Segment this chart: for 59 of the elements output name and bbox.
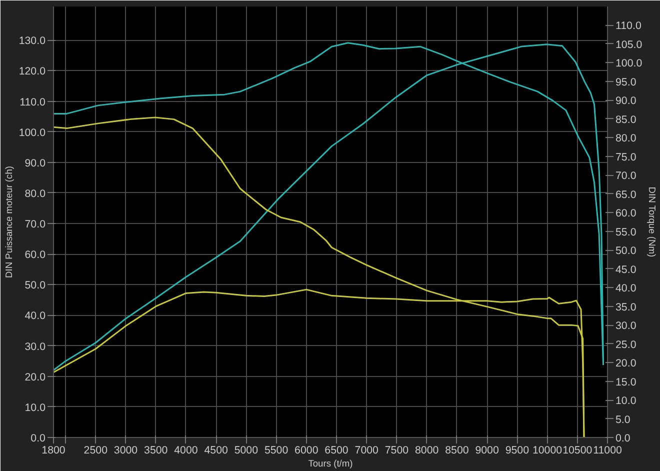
- y-tick-label: 30.0: [24, 340, 46, 353]
- y-axis-title: DIN Puissance moteur (ch): [4, 166, 14, 278]
- x-tick-label: 10500: [562, 444, 592, 456]
- x-tick-label: 9000: [475, 444, 499, 456]
- y2-tick-label: 100.0: [616, 58, 642, 70]
- y-tick-label: 10.0: [24, 402, 46, 414]
- x-tick-label: 11000: [593, 444, 622, 456]
- x-tick-label: 2500: [84, 444, 108, 456]
- x-tick-label: 1800: [42, 444, 66, 456]
- y-tick-label: 110.0: [20, 96, 46, 108]
- y2-tick-label: 20.0: [616, 358, 636, 370]
- x-tick-label: 7000: [354, 444, 379, 456]
- y2-tick-label: 30.0: [616, 320, 636, 332]
- y2-tick-label: 45.0: [616, 264, 636, 276]
- x-tick-label: 3000: [114, 444, 138, 456]
- y-tick-label: 100.0: [18, 126, 46, 139]
- y2-tick-label: 0.0: [616, 432, 630, 444]
- y2-tick-label: 80.0: [616, 132, 636, 145]
- y-tick-label: 120.0: [18, 66, 46, 78]
- y2-tick-label: 70.0: [616, 170, 636, 182]
- y2-tick-label: 110.0: [616, 20, 642, 32]
- x-tick-label: 9500: [505, 444, 530, 456]
- y2-tick-label: 90.0: [616, 95, 636, 108]
- x-tick-label: 4500: [204, 444, 228, 456]
- x-tick-label: 5000: [234, 444, 258, 456]
- y2-tick-label: 5.0: [616, 414, 630, 426]
- y2-tick-label: 75.0: [616, 151, 636, 164]
- y2-tick-label: 65.0: [616, 188, 636, 201]
- x-tick-label: 3500: [144, 444, 168, 456]
- x-tick-label: 7500: [384, 444, 409, 456]
- y2-axis-title: DIN Torque (Nm): [647, 186, 658, 258]
- y-tick-label: 20.0: [24, 371, 46, 384]
- y2-tick-label: 15.0: [616, 376, 636, 388]
- y2-tick-label: 10.0: [616, 395, 636, 408]
- y-tick-label: 80.0: [24, 188, 46, 200]
- y2-tick-label: 50.0: [616, 245, 636, 258]
- y-tick-label: 50.0: [24, 280, 46, 292]
- y-tick-label: 60.0: [24, 249, 46, 262]
- y-tick-label: 130.0: [18, 35, 46, 48]
- y2-tick-label: 55.0: [616, 226, 636, 238]
- x-tick-label: 8500: [445, 444, 469, 456]
- y-tick-label: 40.0: [24, 310, 46, 322]
- y-tick-label: 70.0: [24, 218, 46, 231]
- x-tick-label: 5500: [264, 444, 288, 456]
- y2-tick-label: 35.0: [616, 301, 636, 314]
- x-tick-label: 6000: [294, 444, 318, 456]
- y2-tick-label: 25.0: [616, 338, 636, 351]
- y2-tick-label: 85.0: [616, 114, 636, 126]
- x-tick-label: 10000: [532, 444, 562, 456]
- y-tick-label: 0.0: [30, 432, 46, 444]
- y-tick-label: 90.0: [24, 157, 46, 170]
- y2-tick-label: 105.0: [616, 38, 642, 51]
- y2-tick-label: 95.0: [616, 76, 636, 88]
- x-tick-label: 6500: [324, 444, 348, 456]
- x-axis-title: Tours (t/m): [308, 458, 353, 468]
- x-tick-label: 4000: [174, 444, 198, 456]
- y2-tick-label: 40.0: [616, 282, 636, 295]
- y2-tick-label: 60.0: [616, 208, 636, 220]
- x-tick-label: 8000: [414, 444, 439, 456]
